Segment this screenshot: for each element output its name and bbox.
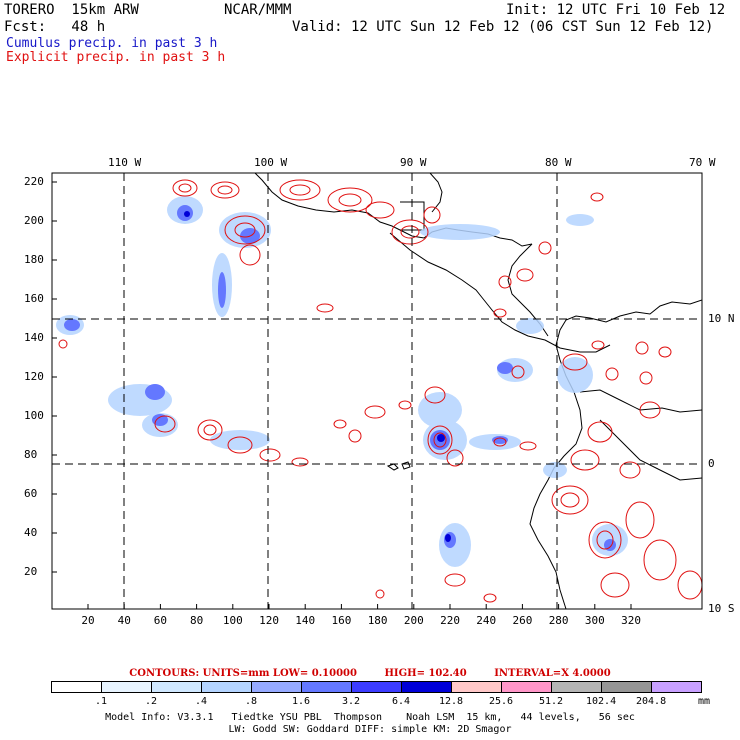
y-tick-label: 100 [24, 409, 44, 422]
y-tick-label: 160 [24, 292, 44, 305]
x-tick-label: 320 [621, 614, 641, 627]
x-tick-label: 240 [476, 614, 497, 627]
map-frame [51, 172, 703, 610]
lat-label-0: 0 [708, 457, 715, 470]
x-tick-label: 160 [331, 614, 352, 627]
lon-label-90w: 90 W [400, 156, 427, 169]
colorbar-swatch [301, 681, 352, 693]
x-tick-label: 80 [190, 614, 204, 627]
x-tick-label: 60 [153, 614, 168, 627]
y-tick-label: 40 [24, 526, 38, 539]
valid-time: Valid: 12 UTC Sun 12 Feb 12 (06 CST Sun … [292, 19, 714, 35]
colorbar-swatch [451, 681, 502, 693]
colorbar-swatch [51, 681, 102, 693]
organization: NCAR/MMM [224, 2, 292, 18]
colorbar-label: 204.8 [636, 696, 667, 707]
colorbar-swatch [551, 681, 602, 693]
explicit-precip [58, 179, 702, 603]
x-tick-label: 140 [295, 614, 316, 627]
x-tick-label: 260 [512, 614, 533, 627]
lat-label-10n: 10 N [708, 312, 735, 325]
x-tick-label: 40 [117, 614, 131, 627]
x-tick-label: 100 [222, 614, 243, 627]
colorbar-label: 3.2 [342, 696, 361, 707]
init-time: Init: 12 UTC Fri 10 Feb 12 [506, 2, 726, 18]
colorbar-swatch [151, 681, 202, 693]
colorbar-swatch [201, 681, 252, 693]
model-physics: LW: Godd SW: Goddard DIFF: simple KM: 2D… [228, 724, 512, 735]
y-tick-label: 140 [24, 331, 44, 344]
y-tick-label: 120 [24, 370, 44, 383]
contour-high: HIGH= 102.40 [384, 668, 467, 679]
x-tick-label: 280 [548, 614, 569, 627]
colorbar-label: .2 [145, 696, 158, 707]
contour-info: CONTOURS: UNITS=mm LOW= 0.10000 HIGH= 10… [0, 668, 740, 679]
cumulus-precip [56, 196, 628, 567]
colorbar-label: 6.4 [392, 696, 411, 707]
contour-interval: INTERVAL=X 4.0000 [494, 668, 611, 679]
legend-explicit: Explicit precip. in past 3 h [6, 50, 226, 65]
lat-label-10s: 10 S [708, 602, 735, 615]
colorbar-swatch [101, 681, 152, 693]
colorbar-swatch [351, 681, 402, 693]
x-tick-label: 220 [440, 614, 460, 627]
forecast-hour: Fcst: 48 h [4, 19, 106, 35]
model-info: Model Info: V3.3.1 Tiedtke YSU PBL Thomp… [105, 712, 635, 723]
lon-label-80w: 80 W [545, 156, 572, 169]
model-title: TORERO 15km ARW [4, 2, 139, 18]
x-tick-label: 20 [81, 614, 95, 627]
lon-label-110w: 110 W [108, 156, 142, 169]
colorbar-swatch [401, 681, 452, 693]
x-tick-label: 300 [584, 614, 605, 627]
y-tick-label: 220 [24, 175, 44, 188]
y-tick-label: 80 [24, 448, 38, 461]
colorbar-label: 12.8 [439, 696, 464, 707]
graticule [52, 173, 702, 609]
contour-units: CONTOURS: UNITS=mm LOW= 0.10000 [129, 668, 357, 679]
colorbar-swatch [601, 681, 652, 693]
x-tick-label: 120 [259, 614, 279, 627]
colorbar-label: 1.6 [292, 696, 311, 707]
colorbar-label: 102.4 [586, 696, 617, 707]
legend-cumulus: Cumulus precip. in past 3 h [6, 36, 218, 51]
lon-label-100w: 100 W [254, 156, 288, 169]
y-tick-label: 20 [24, 565, 38, 578]
x-tick-label: 180 [367, 614, 388, 627]
colorbar-swatch [651, 681, 702, 693]
y-tick-label: 60 [24, 487, 38, 500]
colorbar-swatch [251, 681, 302, 693]
colorbar-label: 51.2 [539, 696, 564, 707]
x-tick-label: 200 [403, 614, 424, 627]
y-tick-label: 200 [24, 214, 44, 227]
colorbar-label: .1 [95, 696, 108, 707]
colorbar-label: .8 [245, 696, 258, 707]
colorbar-label: .4 [195, 696, 208, 707]
y-tick-label: 180 [24, 253, 44, 266]
colorbar-swatch [501, 681, 552, 693]
colorbar-label: 25.6 [489, 696, 514, 707]
colorbar-unit: mm [698, 696, 711, 707]
lon-label-70w: 70 W [689, 156, 716, 169]
